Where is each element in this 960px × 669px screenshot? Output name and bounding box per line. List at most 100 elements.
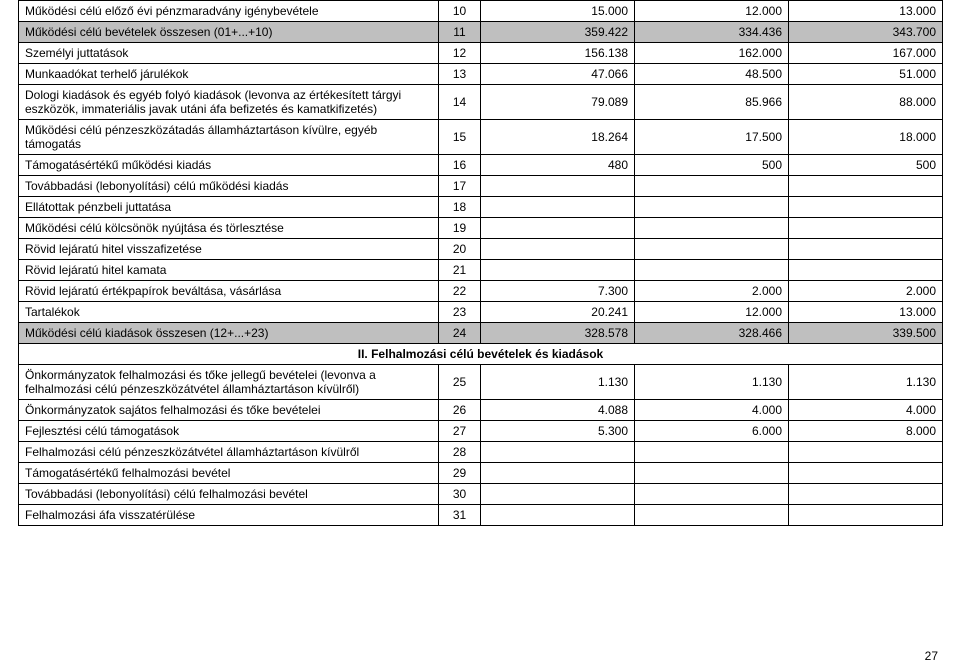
table-row: Működési célú bevételek összesen (01+...… bbox=[19, 22, 943, 43]
row-label: Ellátottak pénzbeli juttatása bbox=[19, 197, 439, 218]
row-value-2: 328.466 bbox=[635, 323, 789, 344]
row-label: Működési célú kiadások összesen (12+...+… bbox=[19, 323, 439, 344]
row-label: Működési célú bevételek összesen (01+...… bbox=[19, 22, 439, 43]
row-index: 23 bbox=[439, 302, 481, 323]
table-row: Működési célú kiadások összesen (12+...+… bbox=[19, 323, 943, 344]
row-index: 25 bbox=[439, 365, 481, 400]
table-row: Továbbadási (lebonyolítási) célú felhalm… bbox=[19, 484, 943, 505]
row-value-1 bbox=[481, 484, 635, 505]
row-value-2: 334.436 bbox=[635, 22, 789, 43]
row-value-3 bbox=[789, 484, 943, 505]
row-value-2: 85.966 bbox=[635, 85, 789, 120]
table-row: Felhalmozási célú pénzeszközátvétel álla… bbox=[19, 442, 943, 463]
row-value-1 bbox=[481, 260, 635, 281]
row-value-3: 4.000 bbox=[789, 400, 943, 421]
row-label: Munkaadókat terhelő járulékok bbox=[19, 64, 439, 85]
row-value-3: 167.000 bbox=[789, 43, 943, 64]
row-label: Önkormányzatok felhalmozási és tőke jell… bbox=[19, 365, 439, 400]
row-index: 14 bbox=[439, 85, 481, 120]
row-index: 13 bbox=[439, 64, 481, 85]
row-value-2 bbox=[635, 239, 789, 260]
row-label: Önkormányzatok sajátos felhalmozási és t… bbox=[19, 400, 439, 421]
row-value-3: 51.000 bbox=[789, 64, 943, 85]
row-value-1: 480 bbox=[481, 155, 635, 176]
table-row: Továbbadási (lebonyolítási) célú működés… bbox=[19, 176, 943, 197]
row-label: Személyi juttatások bbox=[19, 43, 439, 64]
row-value-3 bbox=[789, 176, 943, 197]
row-value-3: 13.000 bbox=[789, 1, 943, 22]
row-index: 29 bbox=[439, 463, 481, 484]
table-row: Rövid lejáratú hitel visszafizetése 20 bbox=[19, 239, 943, 260]
row-value-2: 500 bbox=[635, 155, 789, 176]
row-label: Rövid lejáratú értékpapírok beváltása, v… bbox=[19, 281, 439, 302]
row-label: Továbbadási (lebonyolítási) célú működés… bbox=[19, 176, 439, 197]
row-value-3: 13.000 bbox=[789, 302, 943, 323]
row-value-2: 12.000 bbox=[635, 302, 789, 323]
row-value-2 bbox=[635, 176, 789, 197]
row-value-1: 20.241 bbox=[481, 302, 635, 323]
row-value-3: 500 bbox=[789, 155, 943, 176]
row-value-1: 1.130 bbox=[481, 365, 635, 400]
row-value-1: 15.000 bbox=[481, 1, 635, 22]
row-index: 28 bbox=[439, 442, 481, 463]
row-index: 21 bbox=[439, 260, 481, 281]
row-value-2 bbox=[635, 484, 789, 505]
row-index: 26 bbox=[439, 400, 481, 421]
row-value-2: 162.000 bbox=[635, 43, 789, 64]
row-label: Támogatásértékű felhalmozási bevétel bbox=[19, 463, 439, 484]
row-value-1: 47.066 bbox=[481, 64, 635, 85]
row-label: Működési célú kölcsönök nyújtása és törl… bbox=[19, 218, 439, 239]
row-value-1: 359.422 bbox=[481, 22, 635, 43]
row-value-1 bbox=[481, 463, 635, 484]
row-value-1: 4.088 bbox=[481, 400, 635, 421]
row-label: Működési célú pénzeszközátadás államházt… bbox=[19, 120, 439, 155]
row-value-3 bbox=[789, 463, 943, 484]
table-row: Személyi juttatások 12 156.138 162.000 1… bbox=[19, 43, 943, 64]
row-index: 31 bbox=[439, 505, 481, 526]
row-value-2: 48.500 bbox=[635, 64, 789, 85]
table-row: Felhalmozási áfa visszatérülése 31 bbox=[19, 505, 943, 526]
table-row: Dologi kiadások és egyéb folyó kiadások … bbox=[19, 85, 943, 120]
table-row: Önkormányzatok sajátos felhalmozási és t… bbox=[19, 400, 943, 421]
row-value-1: 156.138 bbox=[481, 43, 635, 64]
table-row: Munkaadókat terhelő járulékok 13 47.066 … bbox=[19, 64, 943, 85]
row-index: 15 bbox=[439, 120, 481, 155]
row-value-3: 88.000 bbox=[789, 85, 943, 120]
row-value-3 bbox=[789, 239, 943, 260]
row-value-3 bbox=[789, 197, 943, 218]
row-value-2: 6.000 bbox=[635, 421, 789, 442]
row-label: Támogatásértékű működési kiadás bbox=[19, 155, 439, 176]
row-value-3: 8.000 bbox=[789, 421, 943, 442]
row-value-3: 18.000 bbox=[789, 120, 943, 155]
row-value-2 bbox=[635, 260, 789, 281]
row-value-3 bbox=[789, 442, 943, 463]
page-number: 27 bbox=[925, 649, 938, 663]
row-value-3: 1.130 bbox=[789, 365, 943, 400]
row-label: Fejlesztési célú támogatások bbox=[19, 421, 439, 442]
row-value-2 bbox=[635, 197, 789, 218]
row-index: 22 bbox=[439, 281, 481, 302]
row-value-3 bbox=[789, 260, 943, 281]
row-value-3: 343.700 bbox=[789, 22, 943, 43]
row-value-1: 5.300 bbox=[481, 421, 635, 442]
row-index: 11 bbox=[439, 22, 481, 43]
row-value-1 bbox=[481, 176, 635, 197]
row-value-1: 18.264 bbox=[481, 120, 635, 155]
budget-table: Működési célú előző évi pénzmaradvány ig… bbox=[18, 0, 943, 526]
row-label: Felhalmozási áfa visszatérülése bbox=[19, 505, 439, 526]
table-row: Támogatásértékű működési kiadás 16 480 5… bbox=[19, 155, 943, 176]
row-value-2: 1.130 bbox=[635, 365, 789, 400]
row-index: 18 bbox=[439, 197, 481, 218]
section-title: II. Felhalmozási célú bevételek és kiadá… bbox=[19, 344, 943, 365]
table-row: Tartalékok 23 20.241 12.000 13.000 bbox=[19, 302, 943, 323]
row-value-3: 2.000 bbox=[789, 281, 943, 302]
table-row: Ellátottak pénzbeli juttatása 18 bbox=[19, 197, 943, 218]
row-index: 27 bbox=[439, 421, 481, 442]
row-value-2 bbox=[635, 505, 789, 526]
row-value-2 bbox=[635, 218, 789, 239]
row-index: 19 bbox=[439, 218, 481, 239]
row-value-2: 4.000 bbox=[635, 400, 789, 421]
row-value-2 bbox=[635, 463, 789, 484]
row-value-3 bbox=[789, 505, 943, 526]
row-value-1 bbox=[481, 442, 635, 463]
